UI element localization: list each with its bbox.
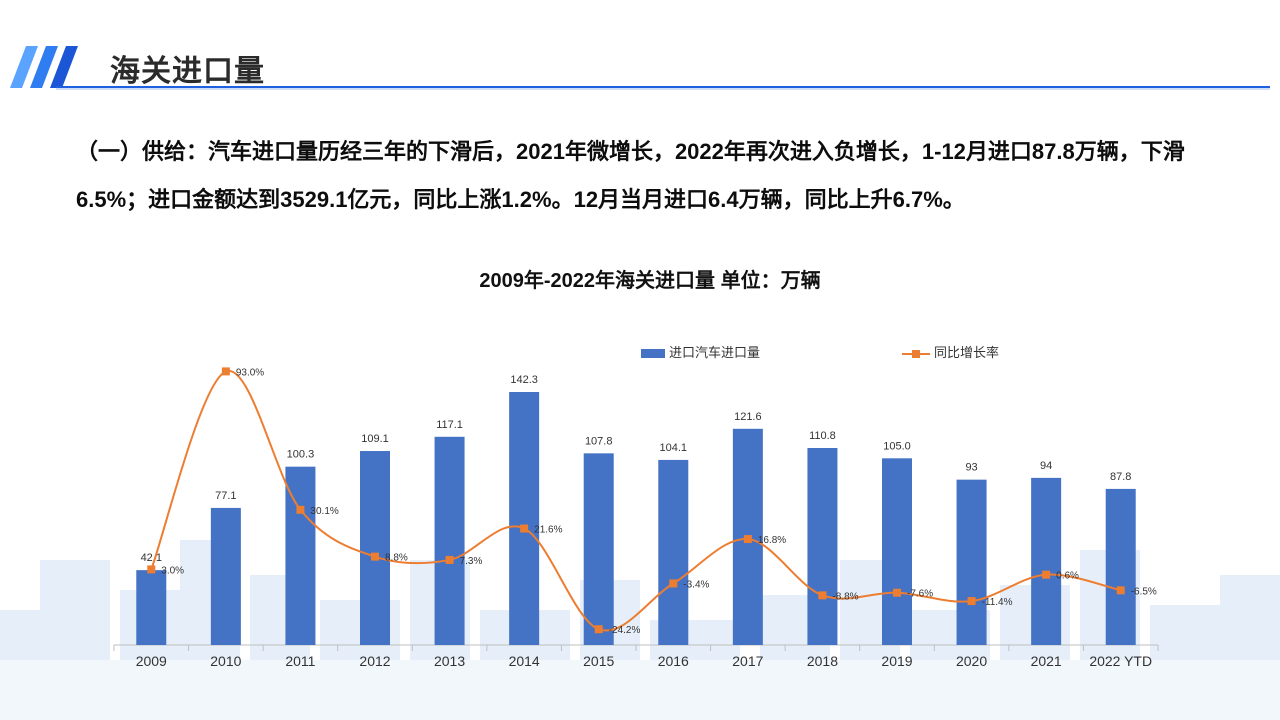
intro-paragraph: （一）供给：汽车进口量历经三年的下滑后，2021年微增长，2022年再次进入负增… xyxy=(76,139,1185,212)
bar-2016 xyxy=(658,459,689,645)
x-tick-label: 2020 xyxy=(956,653,987,669)
chart-title: 2009年-2022年海关进口量 单位：万辆 xyxy=(479,270,821,292)
x-tick-label: 2022 YTD xyxy=(1089,653,1152,669)
x-tick-label: 2021 xyxy=(1031,653,1062,669)
bar-2018 xyxy=(807,448,838,645)
growth-label: -11.4% xyxy=(982,597,1013,608)
bar-label: 104.1 xyxy=(660,442,688,454)
bar-label: 42.1 xyxy=(141,552,162,564)
bar-label: 121.6 xyxy=(734,411,762,423)
x-tick-label: 2014 xyxy=(509,653,540,669)
slide-header: 海关进口量 xyxy=(0,0,1280,100)
bar-2011 xyxy=(285,466,316,645)
legend-item-bar: 进口汽车进口量 xyxy=(641,342,760,361)
x-tick-label: 2018 xyxy=(807,653,838,669)
bar-label: 93 xyxy=(965,462,977,474)
growth-label: -6.5% xyxy=(1131,586,1157,597)
logo-stripes-icon xyxy=(10,46,78,88)
growth-marker-2011 xyxy=(296,505,305,514)
growth-label: 8.8% xyxy=(385,553,408,564)
x-tick-label: 2017 xyxy=(732,653,763,669)
x-tick-label: 2010 xyxy=(210,653,241,669)
growth-label: -3.4% xyxy=(683,579,709,590)
growth-marker-2018 xyxy=(818,591,827,600)
bar-label: 100.3 xyxy=(287,449,315,461)
bar-2020 xyxy=(956,479,987,645)
legend-line-swatch xyxy=(902,348,930,360)
growth-marker-2014 xyxy=(520,524,529,533)
bar-2021 xyxy=(1031,477,1062,645)
growth-label: 21.6% xyxy=(534,524,562,535)
growth-label: 30.1% xyxy=(310,506,338,517)
legend-label-line: 同比增长率 xyxy=(934,345,1000,360)
growth-marker-2020 xyxy=(967,597,976,606)
legend-bar-swatch xyxy=(641,349,665,359)
growth-label: -8.8% xyxy=(832,591,858,602)
x-tick-label: 2009 xyxy=(136,653,167,669)
bar-label: 117.1 xyxy=(436,419,463,431)
bar-2009 xyxy=(136,570,167,645)
growth-marker-2019 xyxy=(893,588,901,597)
growth-marker-2017 xyxy=(743,535,752,544)
x-tick-label: 2013 xyxy=(434,653,465,669)
page-title: 海关进口量 xyxy=(110,55,265,88)
x-tick-label: 2015 xyxy=(583,653,614,669)
growth-label: 93.0% xyxy=(236,367,264,378)
bar-label: 94 xyxy=(1040,460,1052,472)
growth-marker-2010 xyxy=(221,367,230,376)
growth-label: 3.0% xyxy=(161,565,184,576)
bar-label: 110.8 xyxy=(809,430,836,442)
growth-label: 16.8% xyxy=(758,535,786,546)
growth-label: 0.6% xyxy=(1056,571,1079,582)
bar-2015 xyxy=(583,453,614,645)
x-tick-label: 2016 xyxy=(658,653,689,669)
growth-label: 7.3% xyxy=(460,556,483,567)
bar-label: 77.1 xyxy=(215,490,236,502)
growth-marker-2022 YTD xyxy=(1116,586,1125,595)
bar-2012 xyxy=(360,451,390,645)
growth-marker-2021 xyxy=(1042,570,1051,579)
x-tick-label: 2012 xyxy=(359,653,390,669)
bar-label: 107.8 xyxy=(585,435,613,447)
growth-label: -24.2% xyxy=(609,625,641,636)
bar-2014 xyxy=(509,392,540,645)
legend-label-bar: 进口汽车进口量 xyxy=(669,345,761,360)
bar-label: 105.0 xyxy=(883,440,911,452)
bar-label: 142.3 xyxy=(510,374,538,386)
bar-2010 xyxy=(210,507,241,645)
bar-2022 YTD xyxy=(1105,488,1136,645)
bar-label: 87.8 xyxy=(1110,471,1131,483)
growth-marker-2015 xyxy=(594,625,603,634)
growth-marker-2012 xyxy=(371,552,379,561)
growth-marker-2013 xyxy=(445,555,454,564)
growth-label: -7.6% xyxy=(907,589,933,600)
x-tick-label: 2019 xyxy=(881,653,912,669)
growth-marker-2009 xyxy=(147,565,156,574)
growth-marker-2016 xyxy=(669,579,678,588)
bar-2019 xyxy=(882,458,912,645)
header-divider xyxy=(56,86,1270,90)
bar-label: 109.1 xyxy=(361,433,389,445)
bar-2013 xyxy=(434,436,465,645)
legend-item-line: 同比增长率 xyxy=(902,342,999,361)
x-tick-label: 2011 xyxy=(285,653,315,669)
